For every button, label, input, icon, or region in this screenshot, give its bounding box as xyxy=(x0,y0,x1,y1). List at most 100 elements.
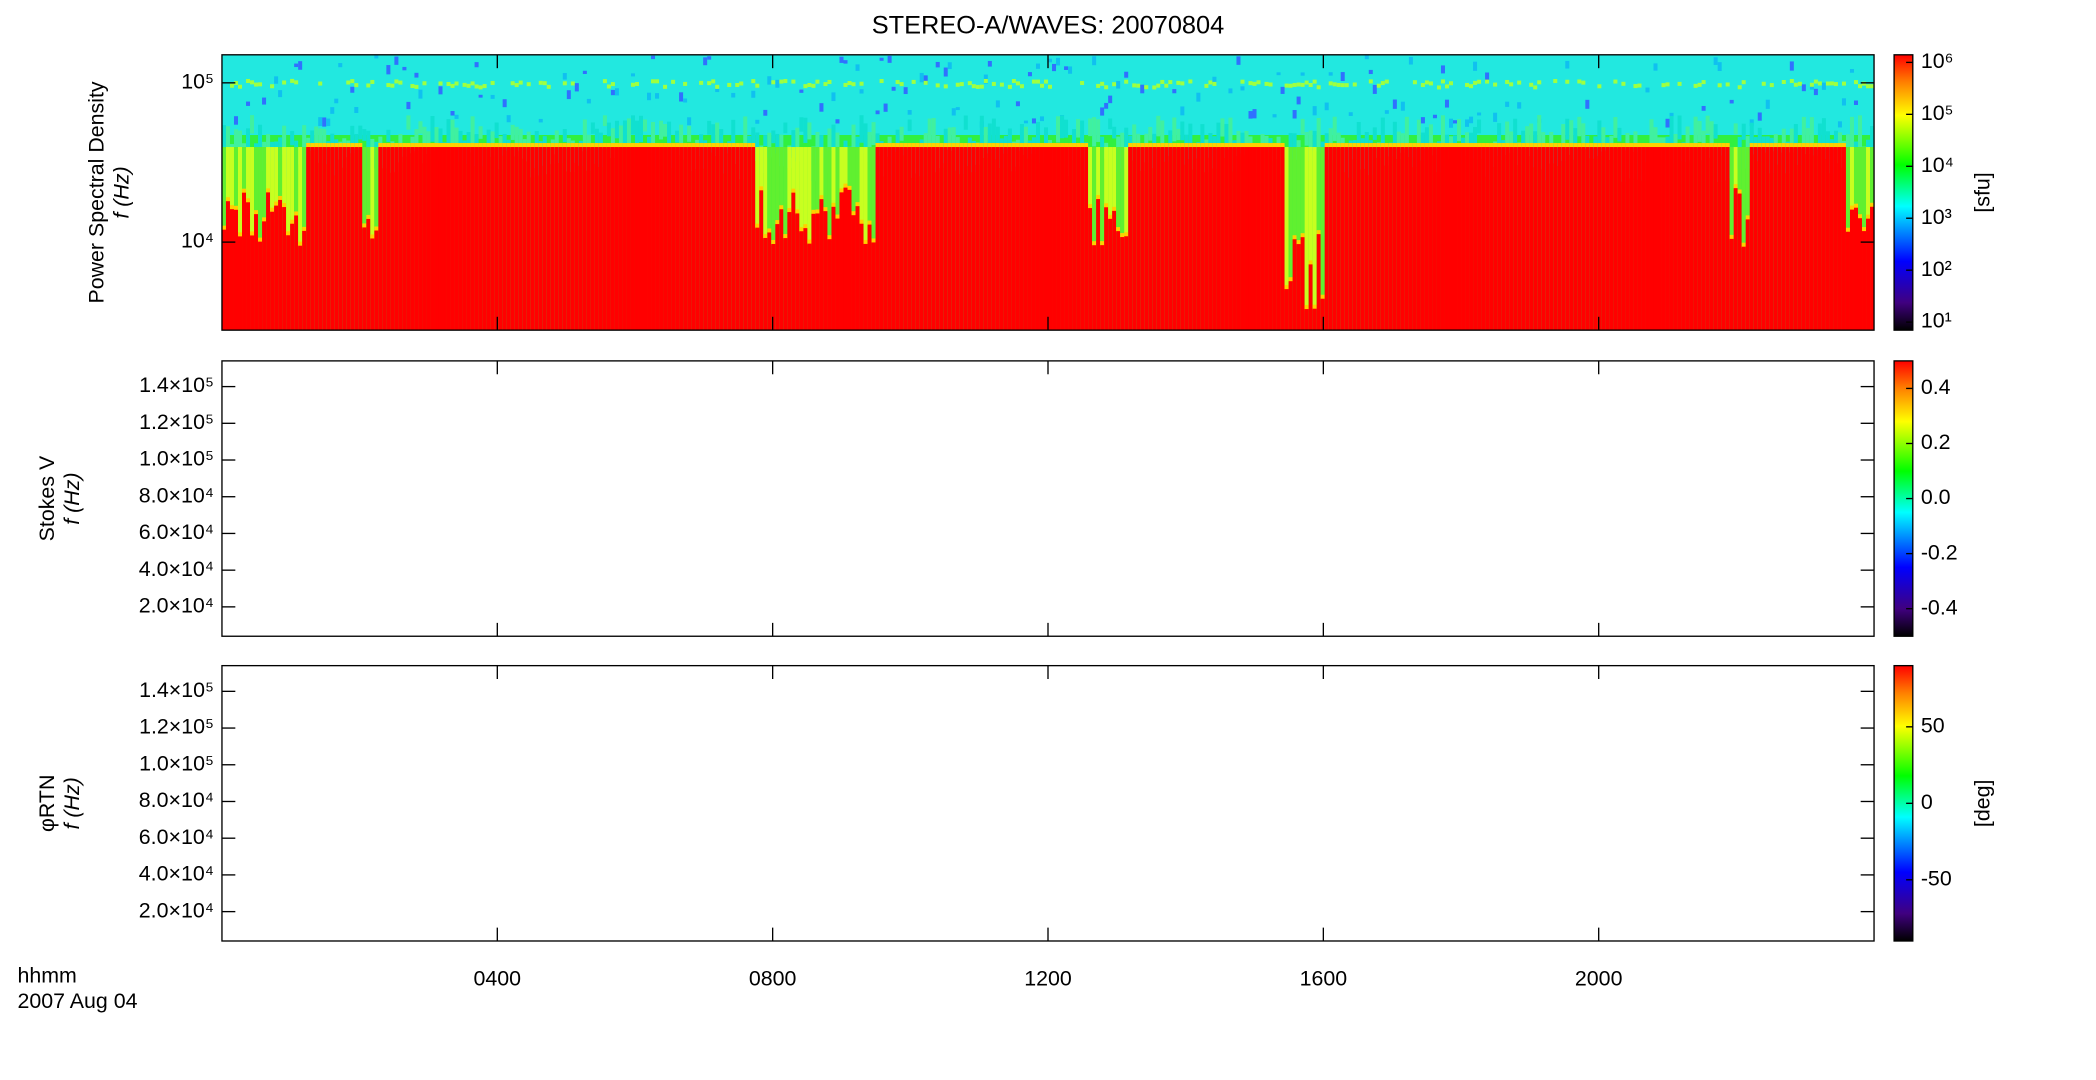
spectrogram-pixel xyxy=(1112,82,1117,87)
spectrogram-pixel xyxy=(1100,81,1105,86)
spectrogram-pixel xyxy=(1529,147,1534,331)
spectrogram-pixel xyxy=(486,143,491,149)
spectrogram-pixel xyxy=(1392,143,1397,149)
spectrogram-pixel xyxy=(1011,147,1016,331)
spectrogram-pixel xyxy=(290,147,295,224)
spectrogram-pixel xyxy=(643,119,648,132)
spectrogram-pixel xyxy=(1481,147,1486,331)
spectrogram-pixel xyxy=(446,143,451,149)
spectrogram-pixel xyxy=(1096,83,1101,88)
spectrogram-pixel xyxy=(1320,147,1325,299)
spectrogram-pixel xyxy=(386,83,391,88)
spectrogram-pixel xyxy=(1092,56,1097,66)
spectrogram-pixel xyxy=(490,147,495,331)
spectrogram-pixel xyxy=(1408,56,1413,65)
spectrogram-pixel xyxy=(378,143,383,149)
spectrogram-pixel xyxy=(510,81,515,86)
spectrogram-pixel xyxy=(947,127,952,150)
spectrogram-pixel xyxy=(494,143,499,149)
spectrogram-pixel xyxy=(1609,147,1614,331)
spectrogram-pixel xyxy=(306,147,311,331)
spectrogram-pixel xyxy=(1797,147,1802,331)
spectrogram-pixel xyxy=(1753,147,1758,331)
spectrogram-pixel xyxy=(350,125,355,154)
spectrogram-pixel xyxy=(1224,143,1229,149)
spectrogram-pixel xyxy=(1372,147,1377,331)
spectrogram-pixel xyxy=(1481,143,1486,149)
spectrogram-pixel xyxy=(518,128,523,152)
spectrogram-pixel xyxy=(1312,130,1317,152)
spectrogram-pixel xyxy=(799,227,804,233)
spectrogram-pixel xyxy=(1809,147,1814,331)
spectrogram-pixel xyxy=(1244,143,1249,149)
spectrogram-pixel xyxy=(298,61,303,70)
spectrogram-pixel xyxy=(1525,126,1530,144)
spectrogram-pixel xyxy=(783,79,788,84)
x-axis-label: hhmm xyxy=(17,964,76,988)
spectrogram-pixel xyxy=(1529,123,1534,157)
spectrogram-pixel xyxy=(630,143,635,149)
spectrogram-pixel xyxy=(338,147,343,331)
spectrogram-pixel xyxy=(987,123,992,154)
spectrogram-pixel xyxy=(775,133,780,154)
spectrogram-pixel xyxy=(1400,147,1405,331)
spectrogram-pixel xyxy=(899,147,904,331)
spectrogram-pixel xyxy=(1312,304,1317,311)
spectrogram-pixel xyxy=(394,147,399,331)
spectrogram-pixel xyxy=(1148,143,1153,149)
spectrogram-pixel xyxy=(747,143,752,149)
spectrogram-pixel xyxy=(358,143,363,149)
spectrogram-pixel xyxy=(1284,285,1289,291)
spectrogram-pixel xyxy=(246,128,251,151)
spectrogram-pixel xyxy=(1432,147,1437,331)
spectrogram-pixel xyxy=(1549,147,1554,331)
spectrogram-pixel xyxy=(1629,143,1634,149)
spectrogram-pixel xyxy=(1866,218,1871,331)
spectrogram-pixel xyxy=(1849,69,1854,73)
spectrogram-pixel xyxy=(294,80,299,85)
spectrogram-pixel xyxy=(246,79,251,84)
spectrogram-pixel xyxy=(987,143,992,149)
spectrogram-pixel xyxy=(322,143,327,149)
spectrogram-pixel xyxy=(703,147,708,331)
spectrogram-pixel xyxy=(606,147,611,331)
spectrogram-pixel xyxy=(1473,143,1478,149)
spectrogram-pixel xyxy=(410,147,415,331)
spectrogram-pixel xyxy=(258,147,263,242)
spectrogram-pixel xyxy=(1360,143,1365,149)
spectrogram-pixel xyxy=(1669,112,1674,117)
spectrogram-pixel xyxy=(819,199,824,331)
spectrogram-pixel xyxy=(1072,147,1077,331)
spectrogram-pixel xyxy=(1288,83,1293,88)
spectrogram-pixel xyxy=(342,147,347,331)
spectrogram-pixel xyxy=(1336,132,1341,144)
spectrogram-pixel xyxy=(1493,143,1498,149)
spectrogram-pixel xyxy=(1100,147,1105,246)
spectrogram-pixel xyxy=(1721,147,1726,331)
spectrogram-pixel xyxy=(875,110,880,115)
spectrogram-pixel xyxy=(695,147,700,331)
spectrogram-pixel xyxy=(1581,80,1586,85)
spectrogram-pixel xyxy=(1801,84,1806,92)
spectrogram-pixel xyxy=(1705,115,1710,134)
spectrogram-pixel xyxy=(1440,147,1445,331)
spectrogram-pixel xyxy=(1208,80,1213,85)
spectrogram-pixel xyxy=(514,126,519,157)
spectrogram-pixel xyxy=(667,121,672,144)
spectrogram-pixel xyxy=(1212,81,1217,86)
spectrogram-pixel xyxy=(382,147,387,331)
spectrogram-pixel xyxy=(1489,143,1494,149)
spectrogram-pixel xyxy=(1212,147,1217,331)
spectrogram-pixel xyxy=(1813,143,1818,149)
spectrogram-pixel xyxy=(827,147,832,240)
spectrogram-pixel xyxy=(787,147,792,213)
spectrogram-pixel xyxy=(1296,82,1301,87)
spectrogram-pixel xyxy=(1015,81,1020,86)
spectrogram-pixel xyxy=(1793,147,1798,331)
spectrogram-pixel xyxy=(1292,235,1297,241)
spectrogram-pixel xyxy=(851,82,856,87)
spectrogram-pixel xyxy=(1833,82,1838,87)
spectrogram-pixel xyxy=(1577,116,1582,137)
y-axis-label: Stokes V xyxy=(35,455,59,541)
spectrogram-pixel xyxy=(1469,143,1474,149)
